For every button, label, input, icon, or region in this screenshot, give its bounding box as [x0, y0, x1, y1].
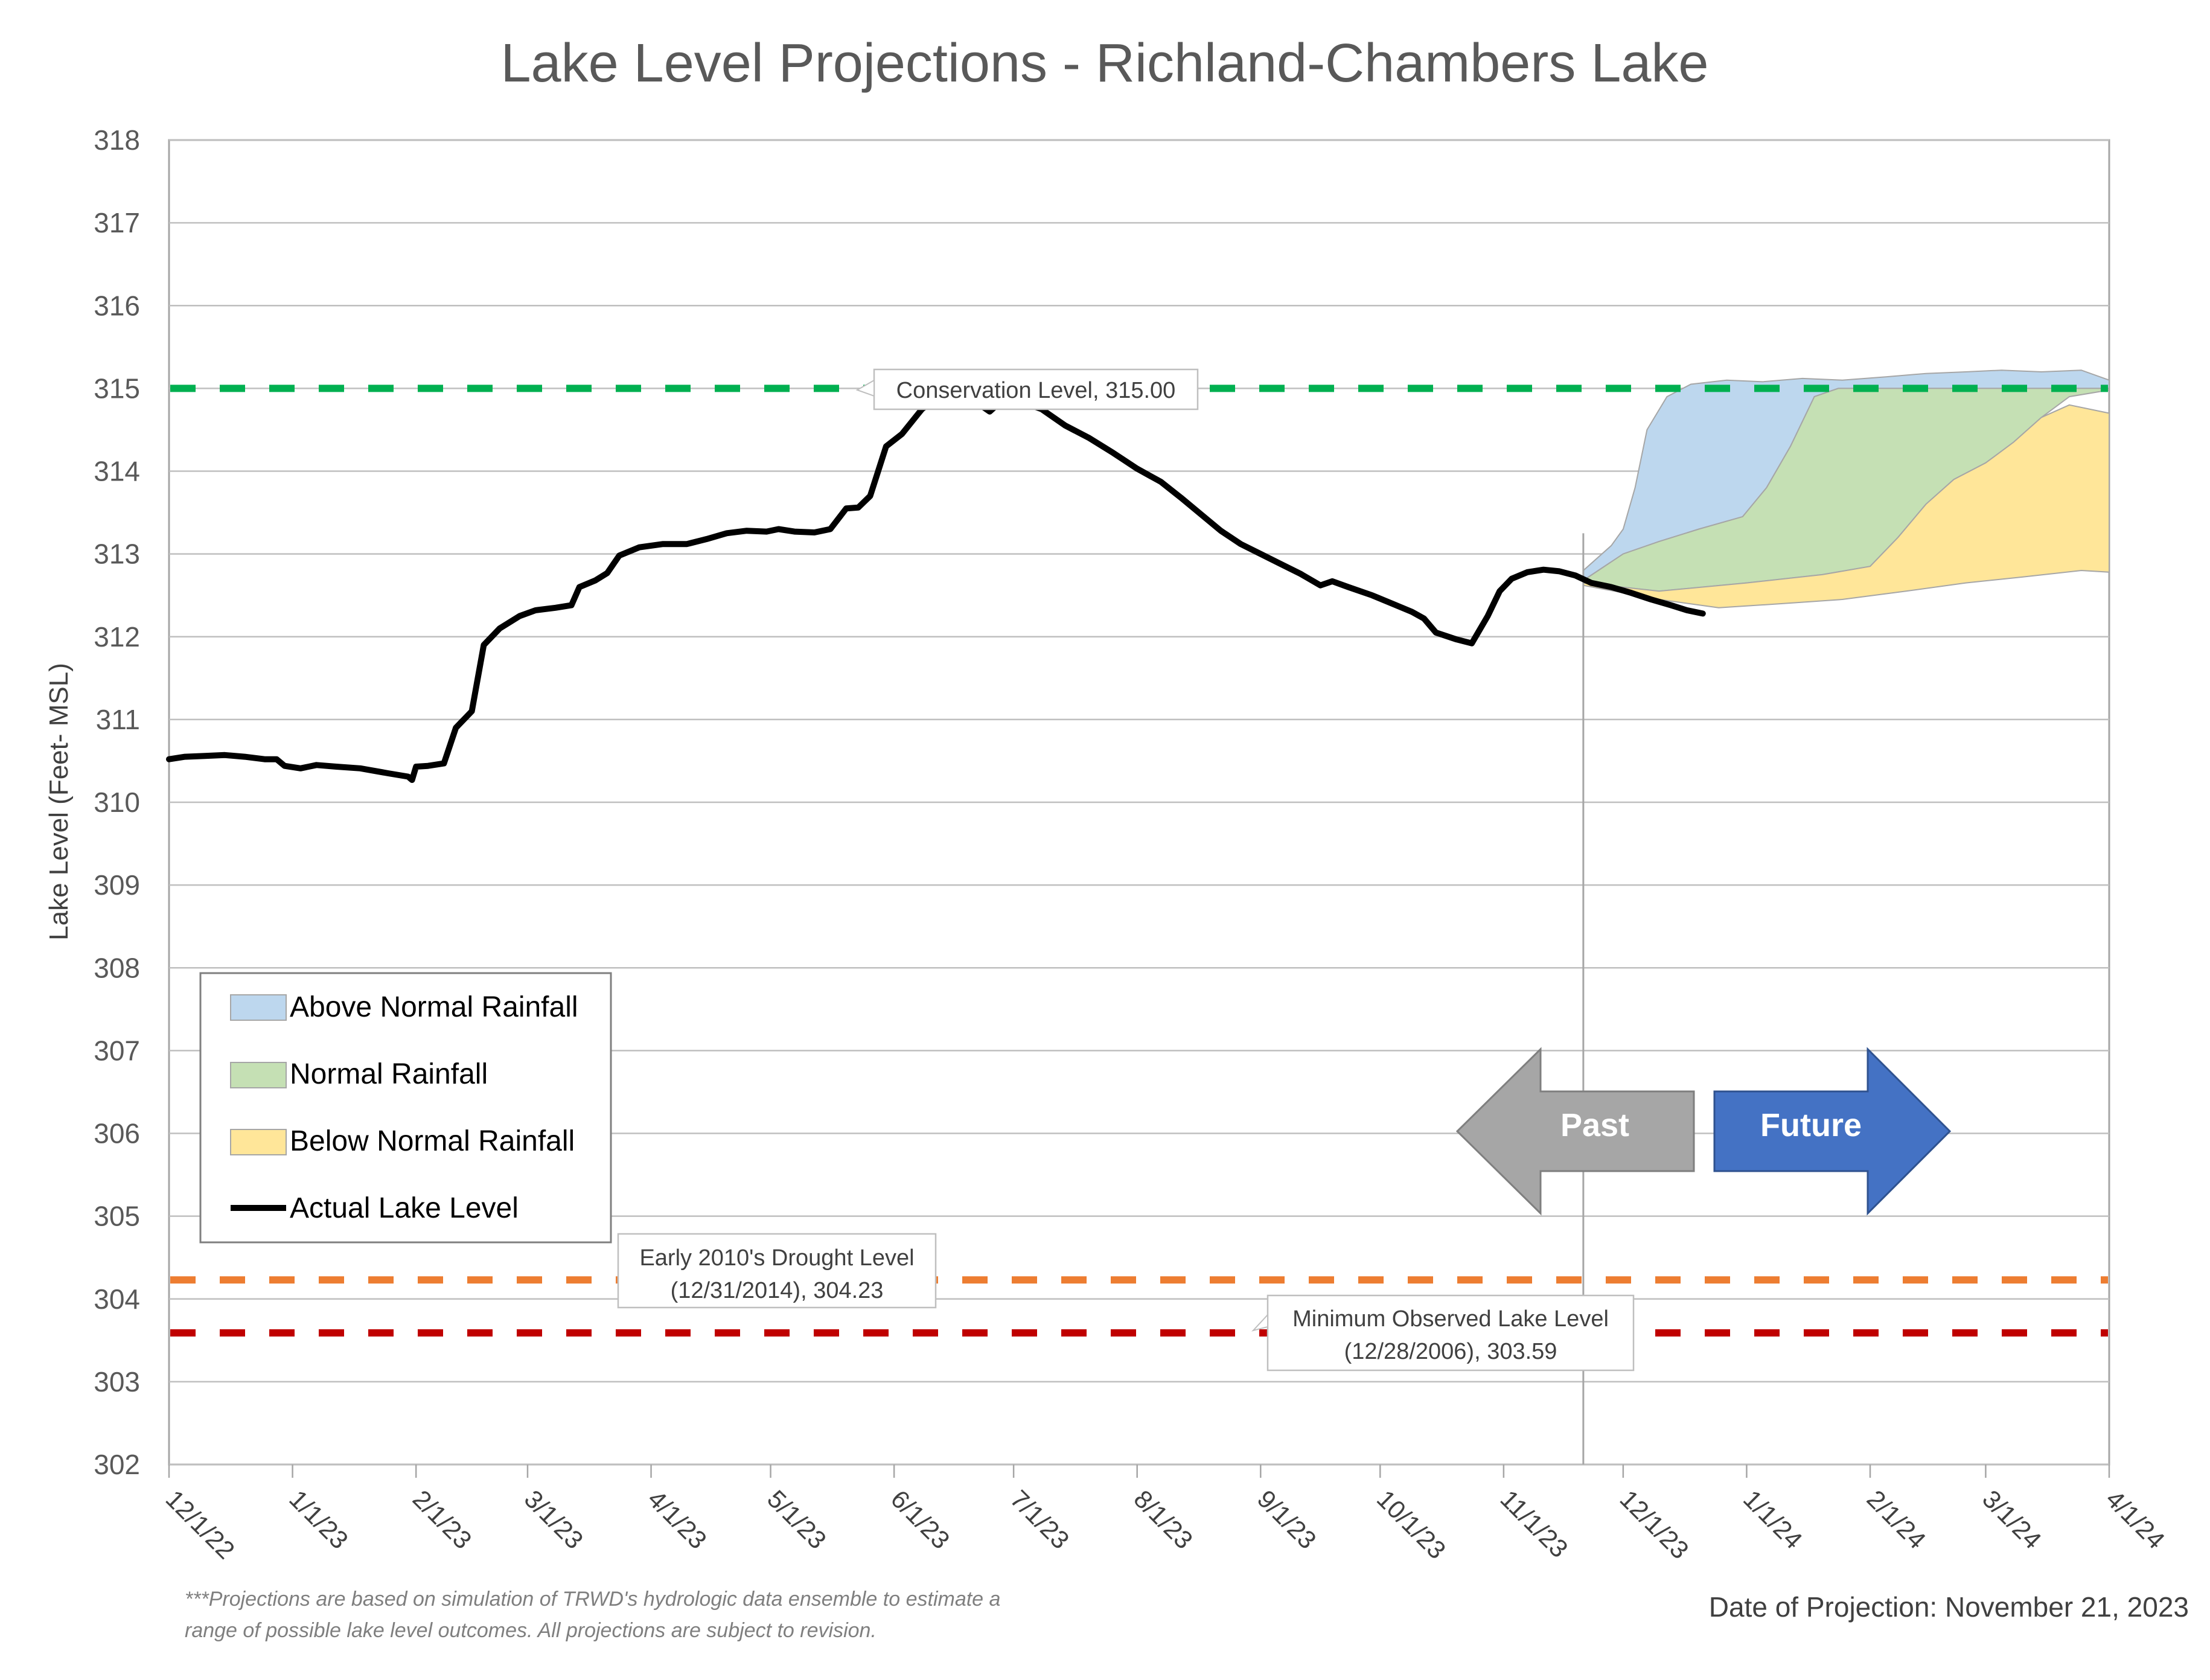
actual-lake-level-line: [166, 391, 1706, 783]
y-tick-label: 302: [94, 1449, 140, 1480]
below-normal-area: [1582, 404, 2110, 608]
drought-label-line2: (12/31/2014), 304.23: [671, 1278, 884, 1303]
chart-title: Lake Level Projections - Richland-Chambe…: [500, 33, 1708, 94]
minimum-callout: Minimum Observed Lake Level (12/28/2006)…: [1251, 1294, 1635, 1372]
y-tick-label: 311: [96, 704, 140, 735]
legend: Above Normal Rainfall Normal Rainfall Be…: [199, 972, 612, 1244]
y-tick-label: 316: [94, 290, 140, 321]
legend-swatch-below: [230, 1129, 287, 1155]
legend-label-normal: Normal Rainfall: [290, 1058, 488, 1090]
past-arrow: Past: [1455, 1047, 1695, 1216]
y-tick-label: 306: [94, 1118, 140, 1149]
legend-label-below: Below Normal Rainfall: [290, 1125, 575, 1157]
conservation-label: Conservation Level, 315.00: [896, 378, 1176, 403]
projection-areas: [1582, 369, 2110, 608]
legend-swatch-normal: [230, 1062, 287, 1088]
y-tick-label: 313: [94, 538, 140, 570]
y-tick-label: 305: [94, 1201, 140, 1232]
legend-label-actual: Actual Lake Level: [290, 1192, 519, 1224]
y-tick-label: 309: [94, 869, 140, 901]
drought-label-line1: Early 2010's Drought Level: [639, 1245, 914, 1271]
legend-label-above: Above Normal Rainfall: [290, 991, 578, 1023]
footnote-line2: range of possible lake level outcomes. A…: [185, 1619, 877, 1642]
future-arrow: Future: [1713, 1047, 1952, 1216]
footnote-line1: ***Projections are based on simulation o…: [185, 1588, 1000, 1611]
legend-swatch-above: [230, 994, 287, 1021]
y-tick-labels: 302 303 304 305 306 307 308 309 310 311 312 313 314 3…: [94, 124, 140, 1480]
y-tick-label: 314: [94, 456, 140, 487]
x-ticks: [168, 1464, 2110, 1478]
y-tick-label: 310: [94, 787, 140, 818]
future-label: Future: [1760, 1107, 1862, 1143]
past-label: Past: [1560, 1107, 1629, 1143]
y-tick-label: 318: [94, 124, 140, 156]
y-tick-label: 304: [94, 1283, 140, 1315]
y-tick-label: 317: [94, 207, 140, 238]
y-tick-label: 308: [94, 952, 140, 983]
conservation-callout: Conservation Level, 315.00: [855, 368, 1199, 410]
y-tick-label: 303: [94, 1366, 140, 1397]
y-tick-label: 307: [94, 1035, 140, 1066]
drought-callout: Early 2010's Drought Level (12/31/2014),…: [617, 1233, 937, 1309]
y-tick-label: 312: [94, 621, 140, 653]
y-tick-label: 315: [94, 372, 140, 404]
y-axis-label: Lake Level (Feet- MSL): [44, 663, 74, 941]
minimum-label-line2: (12/28/2006), 303.59: [1344, 1339, 1557, 1364]
minimum-label-line1: Minimum Observed Lake Level: [1292, 1306, 1609, 1332]
projection-date-label: Date of Projection: November 21, 2023: [1709, 1591, 2189, 1623]
